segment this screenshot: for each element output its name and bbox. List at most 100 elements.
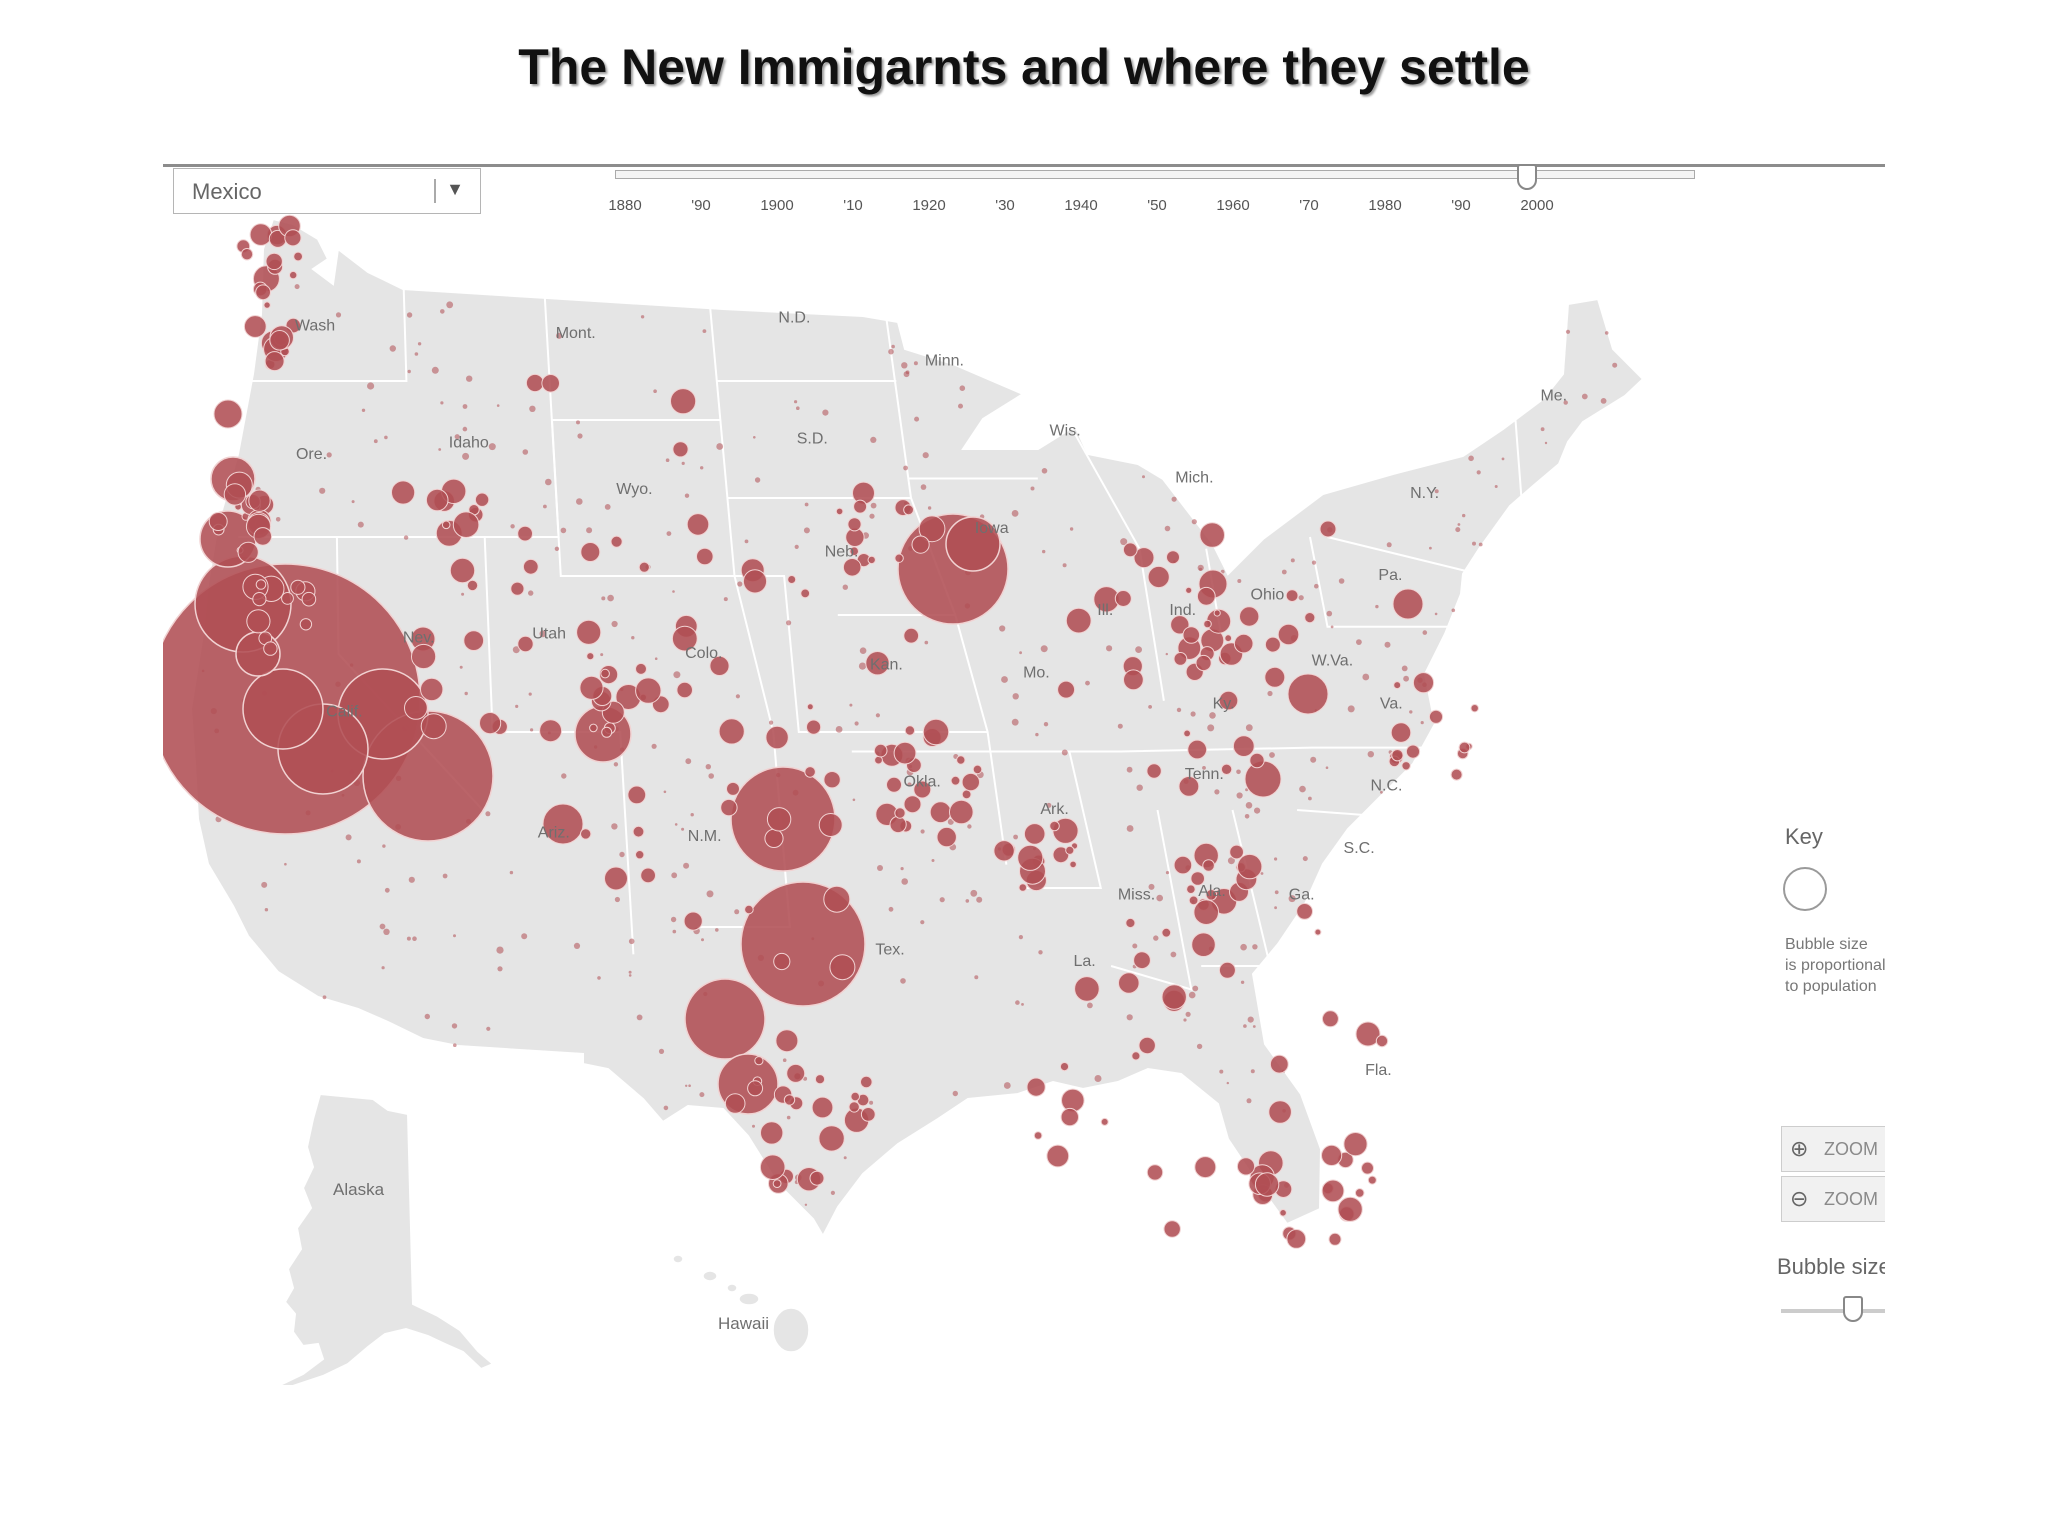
city-population-bubble[interactable]	[1321, 1144, 1343, 1167]
city-population-bubble[interactable]	[1319, 520, 1337, 538]
year-tick-label[interactable]: '30	[995, 197, 1015, 214]
city-population-bubble[interactable]	[1065, 607, 1092, 634]
city-population-bubble[interactable]	[1236, 1157, 1256, 1176]
city-population-bubble[interactable]	[580, 828, 592, 840]
city-population-bubble[interactable]	[696, 547, 714, 566]
city-population-bubble[interactable]	[676, 681, 694, 699]
city-population-bubble[interactable]	[1146, 1164, 1164, 1181]
bubble-size-slider[interactable]	[1781, 1309, 1885, 1313]
city-population-bubble[interactable]	[580, 542, 601, 562]
city-population-bubble[interactable]	[539, 719, 563, 743]
city-population-bubble[interactable]	[818, 813, 843, 837]
city-population-bubble[interactable]	[835, 507, 844, 516]
city-population-bubble[interactable]	[764, 828, 784, 849]
city-population-bubble[interactable]	[842, 558, 862, 577]
city-population-bubble[interactable]	[586, 652, 595, 661]
city-population-bubble[interactable]	[479, 712, 502, 735]
city-population-bubble[interactable]	[1196, 586, 1216, 606]
city-population-bubble[interactable]	[1401, 761, 1411, 771]
city-population-bubble[interactable]	[1069, 860, 1077, 869]
city-population-bubble[interactable]	[1146, 763, 1162, 779]
city-population-bubble[interactable]	[1187, 739, 1208, 760]
bubble-size-handle[interactable]	[1843, 1296, 1863, 1322]
city-population-bubble[interactable]	[525, 373, 545, 393]
city-population-bubble[interactable]	[208, 512, 228, 531]
city-population-bubble[interactable]	[787, 575, 797, 584]
city-population-bubble[interactable]	[1122, 542, 1138, 558]
year-tick-label[interactable]: 1880	[608, 197, 642, 214]
city-population-bubble[interactable]	[1138, 1036, 1156, 1055]
city-population-bubble[interactable]	[638, 561, 650, 573]
city-population-bubble[interactable]	[747, 1080, 764, 1097]
city-population-bubble[interactable]	[1166, 550, 1180, 565]
city-population-bubble[interactable]	[1065, 845, 1075, 855]
city-population-bubble[interactable]	[541, 374, 561, 393]
city-population-bubble[interactable]	[1114, 590, 1132, 607]
city-population-bubble[interactable]	[284, 229, 302, 247]
city-population-bubble[interactable]	[1173, 855, 1193, 875]
city-population-bubble[interactable]	[1268, 1100, 1292, 1124]
city-population-bubble[interactable]	[1392, 588, 1424, 620]
city-population-bubble[interactable]	[903, 795, 922, 814]
city-population-bubble[interactable]	[289, 270, 298, 280]
city-population-bubble[interactable]	[818, 1125, 845, 1152]
city-population-bubble[interactable]	[1183, 729, 1191, 738]
city-population-bubble[interactable]	[672, 441, 689, 458]
city-population-bubble[interactable]	[669, 388, 697, 415]
city-population-bubble[interactable]	[1470, 704, 1479, 713]
city-population-bubble[interactable]	[804, 766, 816, 778]
city-population-bubble[interactable]	[775, 1029, 799, 1053]
year-slider[interactable]: 1880 '90 1900 '10 1920 '30 1940 '50 1960 '70 1980 '…	[608, 164, 1695, 224]
city-population-bubble[interactable]	[263, 641, 278, 656]
city-population-bubble[interactable]	[610, 535, 623, 548]
city-population-bubble[interactable]	[800, 588, 811, 599]
city-population-bubble[interactable]	[627, 785, 647, 805]
city-population-bubble[interactable]	[223, 483, 247, 506]
city-population-bubble[interactable]	[865, 651, 890, 676]
city-population-bubble[interactable]	[853, 499, 868, 514]
city-population-bubble[interactable]	[760, 1121, 784, 1145]
year-tick-label[interactable]: 1960	[1216, 197, 1250, 214]
city-population-bubble[interactable]	[1147, 565, 1170, 589]
year-tick-label[interactable]: '70	[1299, 197, 1319, 214]
year-tick-label[interactable]: '50	[1147, 197, 1167, 214]
city-population-bubble[interactable]	[961, 789, 972, 800]
city-population-bubble[interactable]	[290, 579, 306, 595]
city-population-bubble[interactable]	[213, 399, 243, 429]
city-population-bubble[interactable]	[281, 592, 294, 605]
city-population-bubble[interactable]	[1249, 752, 1265, 769]
city-population-bubble[interactable]	[918, 515, 946, 543]
city-population-bubble[interactable]	[1229, 844, 1244, 860]
year-tick-label[interactable]: '90	[1451, 197, 1471, 214]
city-population-bubble[interactable]	[893, 741, 917, 765]
city-population-bubble[interactable]	[1296, 903, 1313, 920]
city-population-bubble[interactable]	[766, 807, 792, 832]
city-population-bubble[interactable]	[589, 723, 598, 733]
year-slider-track[interactable]	[615, 170, 1695, 179]
city-population-bubble[interactable]	[1133, 547, 1155, 569]
city-population-bubble[interactable]	[754, 1056, 764, 1066]
city-population-bubble[interactable]	[1185, 586, 1193, 594]
city-population-bubble[interactable]	[1304, 612, 1316, 624]
year-tick-label[interactable]: 1940	[1064, 197, 1098, 214]
city-population-bubble[interactable]	[635, 850, 645, 860]
city-population-bubble[interactable]	[886, 776, 902, 793]
city-population-bubble[interactable]	[929, 801, 952, 824]
city-population-bubble[interactable]	[1391, 749, 1404, 762]
city-population-bubble[interactable]	[265, 252, 283, 271]
city-population-bubble[interactable]	[452, 511, 480, 539]
city-population-bubble[interactable]	[889, 815, 907, 834]
city-population-bubble[interactable]	[1026, 1077, 1046, 1097]
year-tick-label[interactable]: '90	[691, 197, 711, 214]
city-population-bubble[interactable]	[1279, 1209, 1287, 1217]
city-population-bubble[interactable]	[894, 807, 906, 819]
city-population-bubble[interactable]	[576, 619, 602, 645]
city-population-bubble[interactable]	[1321, 1010, 1339, 1028]
city-population-bubble[interactable]	[1321, 1179, 1345, 1203]
city-population-bubble[interactable]	[600, 668, 610, 679]
city-population-bubble[interactable]	[683, 911, 703, 931]
city-population-bubble[interactable]	[724, 1093, 746, 1114]
city-population-bubble[interactable]	[759, 1154, 786, 1181]
city-population-bubble[interactable]	[686, 513, 710, 536]
city-population-bubble[interactable]	[894, 553, 904, 563]
